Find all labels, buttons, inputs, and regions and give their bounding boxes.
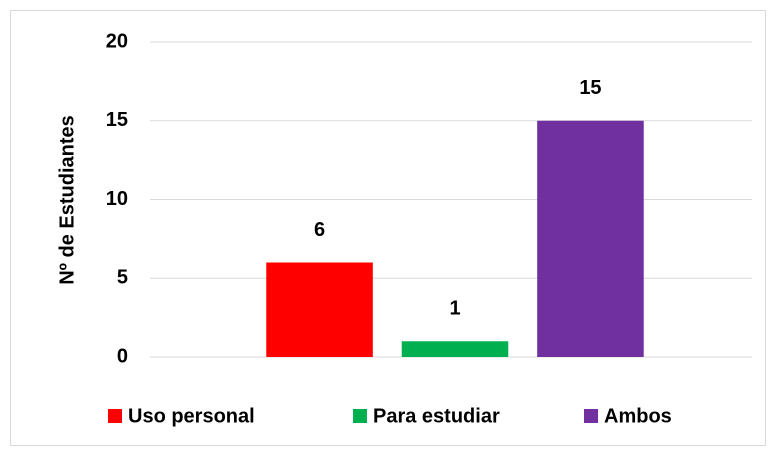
bar: [401, 341, 509, 357]
legend-label: Uso personal: [128, 405, 255, 427]
legend-label: Para estudiar: [373, 405, 500, 427]
y-tick-label: 10: [106, 188, 128, 210]
y-axis-label: Nº de Estudiantes: [56, 115, 78, 285]
legend-swatch: [108, 409, 122, 423]
legend-swatch: [353, 409, 367, 423]
data-label: 15: [579, 77, 601, 99]
legend-swatch: [584, 409, 598, 423]
data-label: 1: [449, 298, 460, 320]
legend-label: Ambos: [604, 405, 672, 427]
y-tick-label: 20: [106, 30, 128, 52]
bar: [537, 120, 644, 357]
y-tick-label: 15: [106, 109, 128, 131]
y-tick-label: 0: [117, 345, 128, 367]
data-label: 6: [314, 219, 325, 241]
y-tick-label: 5: [117, 267, 128, 289]
chart-border: [10, 10, 766, 446]
bar: [266, 262, 373, 357]
